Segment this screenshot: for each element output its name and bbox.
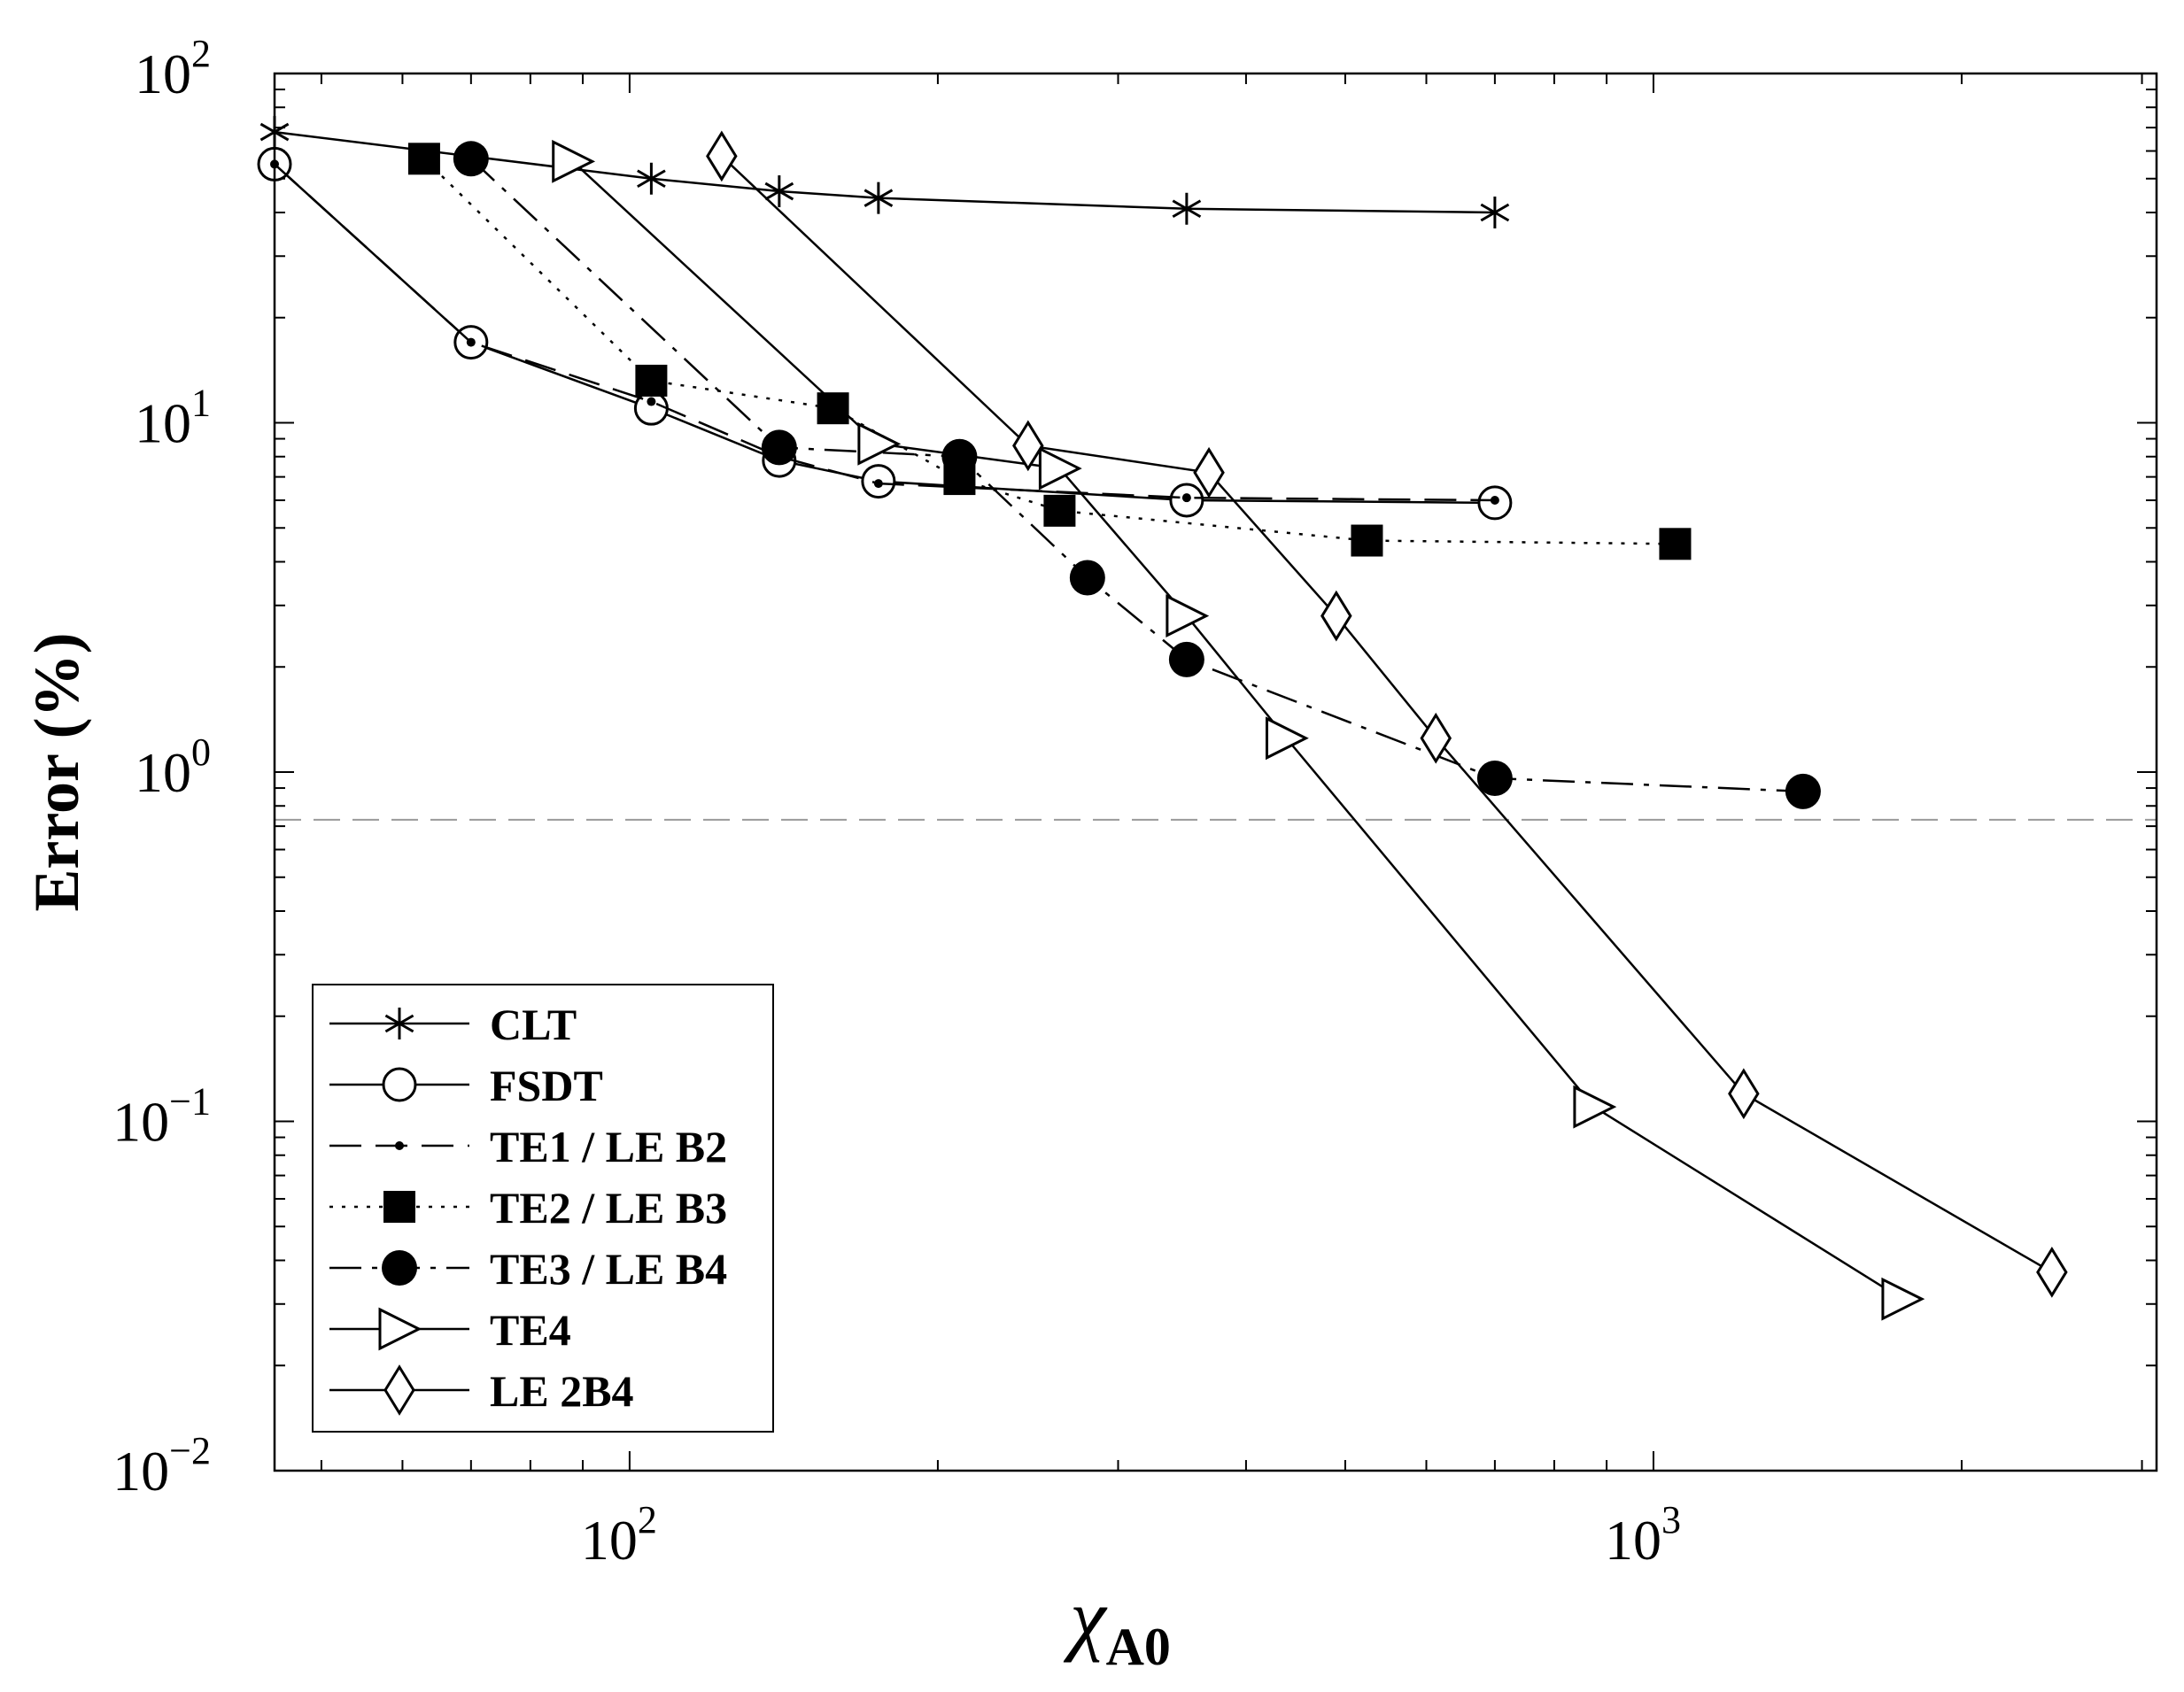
data-point [1193, 446, 1225, 498]
data-point [1043, 494, 1076, 527]
legend-label: TE1 / LE B2 [490, 1122, 727, 1171]
legend-marker [395, 1141, 404, 1150]
series-line [274, 130, 1495, 214]
asterisk-stroke [384, 1014, 414, 1033]
x-axis-label: χA0 [1063, 1572, 1171, 1676]
data-point [635, 364, 668, 397]
x-tick-label-exponent: 2 [638, 1498, 657, 1541]
data-point [864, 182, 894, 214]
legend-label: TE3 / LE B4 [490, 1244, 727, 1294]
y-tick-label: 101 [135, 382, 211, 455]
series-te1-le-b2 [270, 159, 1499, 506]
x-tick-label-base: 10 [581, 1509, 638, 1572]
data-point [1480, 196, 1510, 228]
data-point [1012, 420, 1044, 472]
legend: CLT FSDT TE1 / LE B2 TE2 / LE B3 TE3 / LE B4… [312, 984, 774, 1433]
y-tick-label: 102 [135, 32, 211, 105]
data-point [552, 139, 596, 183]
data-point [1728, 1068, 1760, 1120]
data-point [1069, 560, 1105, 596]
data-point [1573, 1085, 1617, 1129]
legend-label: TE2 / LE B3 [490, 1183, 727, 1232]
data-point [1476, 760, 1513, 796]
legend-marker [378, 1307, 422, 1351]
x-tick-label: 103 [1605, 1498, 1681, 1572]
data-point [647, 397, 656, 406]
y-axis-label: Error (%) [21, 632, 92, 911]
data-point [706, 130, 738, 182]
asterisk-stroke [1480, 203, 1510, 222]
data-point [1181, 493, 1191, 503]
y-tick-label-exponent: −2 [169, 1429, 211, 1472]
legend-label: FSDT [490, 1061, 603, 1110]
data-point [1659, 528, 1692, 560]
y-tick-label-exponent: 1 [191, 382, 211, 425]
asterisk-stroke [637, 169, 666, 189]
y-tick-label: 10−1 [112, 1080, 211, 1154]
data-point [453, 141, 489, 177]
x-tick-labels: 102 103 [581, 1498, 1681, 1572]
y-tick-label-exponent: −1 [169, 1080, 211, 1124]
asterisk-stroke [1172, 199, 1202, 219]
legend-marker [383, 1191, 415, 1223]
legend-marker [383, 1364, 415, 1416]
legend-marker [384, 1008, 414, 1039]
data-point [1420, 712, 1452, 764]
y-tick-label: 10−2 [112, 1429, 211, 1503]
data-point [857, 421, 902, 466]
legend-marker [382, 1067, 417, 1102]
x-tick-label-exponent: 3 [1661, 1498, 1681, 1541]
data-point [1172, 192, 1202, 225]
data-point [1265, 716, 1309, 761]
data-point [873, 479, 883, 489]
legend-label: CLT [490, 1000, 577, 1049]
series-layer [257, 116, 2068, 1321]
plot-frame [273, 72, 2158, 1472]
y-tick-label: 100 [135, 730, 211, 804]
data-point [1351, 524, 1383, 557]
asterisk-stroke [864, 189, 894, 207]
series-clt [259, 116, 1510, 228]
series-te4 [552, 139, 1925, 1321]
y-tick-label-base: 10 [112, 1091, 169, 1154]
data-point [817, 392, 849, 425]
data-point [1166, 594, 1210, 638]
series-le-2b4 [706, 130, 2068, 1298]
series-te3-le-b4 [453, 141, 1821, 809]
data-point [466, 337, 476, 347]
y-tick-label-base: 10 [135, 392, 191, 455]
data-point [1320, 590, 1352, 642]
y-tick-label-exponent: 2 [191, 32, 211, 75]
legend-label: TE4 [490, 1305, 571, 1355]
data-point [1168, 641, 1204, 677]
x-tick-label-base: 10 [1605, 1509, 1661, 1572]
y-tick-label-base: 10 [135, 42, 191, 105]
legend-marker [382, 1250, 417, 1286]
data-point [637, 162, 666, 195]
legend-label: LE 2B4 [490, 1366, 634, 1416]
data-point [1038, 446, 1082, 491]
y-tick-label-base: 10 [112, 1440, 169, 1503]
x-axis-label-subscript: A0 [1106, 1618, 1171, 1676]
data-point [941, 438, 978, 475]
data-point [2036, 1246, 2068, 1298]
data-point [407, 143, 440, 175]
data-point [1490, 496, 1499, 506]
x-tick-label: 102 [581, 1498, 657, 1572]
x-axis-label-main: χ [1063, 1572, 1108, 1663]
y-tick-label-exponent: 0 [191, 730, 211, 774]
data-point [761, 429, 797, 466]
asterisk-stroke [764, 182, 794, 201]
data-point [1881, 1277, 1925, 1321]
y-tick-label-base: 10 [135, 741, 191, 804]
data-point [764, 175, 794, 208]
data-point [1785, 773, 1821, 809]
